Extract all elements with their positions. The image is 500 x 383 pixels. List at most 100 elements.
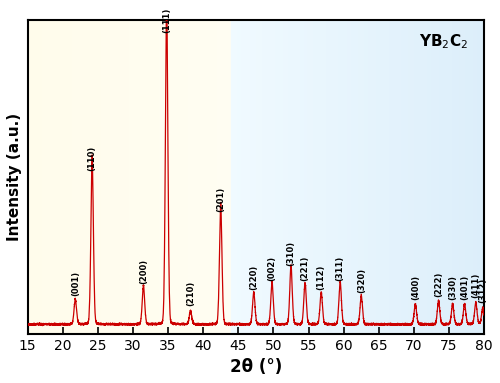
Bar — [315, 0, 316, 342]
Bar — [393, 0, 394, 342]
Bar — [408, 0, 409, 342]
Bar — [468, 0, 469, 342]
Bar — [248, 0, 249, 342]
Bar — [176, 0, 177, 342]
Bar — [287, 0, 288, 342]
Bar — [389, 0, 390, 342]
Bar — [204, 0, 205, 342]
Bar — [105, 0, 106, 342]
Bar — [72, 0, 73, 342]
Bar — [401, 0, 402, 342]
Text: (320): (320) — [357, 267, 366, 293]
Bar — [260, 0, 261, 342]
Bar — [209, 0, 210, 342]
Bar — [156, 0, 157, 342]
Bar — [114, 0, 115, 342]
Bar — [112, 0, 113, 342]
Bar — [291, 0, 292, 342]
Bar — [286, 0, 287, 342]
Bar — [33, 0, 34, 342]
Bar — [213, 0, 214, 342]
Bar — [142, 0, 143, 342]
Bar — [476, 0, 478, 342]
Bar — [272, 0, 274, 342]
Bar — [277, 0, 278, 342]
Bar — [338, 0, 339, 342]
Bar — [190, 0, 191, 342]
Text: (310): (310) — [286, 241, 296, 266]
Bar — [169, 0, 170, 342]
Bar — [428, 0, 430, 342]
Bar — [101, 0, 102, 342]
Bar — [208, 0, 209, 342]
Bar — [226, 0, 227, 342]
Bar — [66, 0, 67, 342]
Bar — [471, 0, 472, 342]
Bar — [459, 0, 460, 342]
Bar — [330, 0, 331, 342]
Bar — [56, 0, 58, 342]
Bar — [426, 0, 427, 342]
Bar — [316, 0, 318, 342]
Bar — [141, 0, 142, 342]
Bar — [306, 0, 307, 342]
Bar — [116, 0, 117, 342]
Bar — [74, 0, 75, 342]
Bar — [475, 0, 476, 342]
Bar — [133, 0, 134, 342]
Bar — [43, 0, 44, 342]
Bar — [228, 0, 229, 342]
Bar — [345, 0, 346, 342]
Bar — [202, 0, 203, 342]
Bar — [52, 0, 54, 342]
Bar — [377, 0, 378, 342]
Bar — [219, 0, 220, 342]
Bar — [40, 0, 41, 342]
Bar — [254, 0, 255, 342]
Bar — [178, 0, 179, 342]
Bar — [102, 0, 103, 342]
Bar — [421, 0, 422, 342]
Bar — [171, 0, 172, 342]
Bar — [298, 0, 300, 342]
Y-axis label: Intensity (a.u.): Intensity (a.u.) — [7, 113, 22, 241]
Bar — [109, 0, 110, 342]
Bar — [45, 0, 46, 342]
Bar — [280, 0, 281, 342]
Bar — [172, 0, 173, 342]
Bar — [368, 0, 370, 342]
Bar — [96, 0, 97, 342]
Bar — [392, 0, 393, 342]
Bar — [225, 0, 226, 342]
Bar — [354, 0, 355, 342]
Bar — [233, 0, 234, 342]
Text: (311): (311) — [336, 255, 344, 281]
Bar — [36, 0, 37, 342]
Bar — [259, 0, 260, 342]
Bar — [454, 0, 456, 342]
Bar — [210, 0, 211, 342]
Bar — [347, 0, 348, 342]
Bar — [328, 0, 329, 342]
Bar — [216, 0, 217, 342]
Bar — [183, 0, 184, 342]
Bar — [153, 0, 154, 342]
Bar — [86, 0, 88, 342]
Bar — [65, 0, 66, 342]
Bar — [126, 0, 128, 342]
Bar — [217, 0, 218, 342]
Bar — [73, 0, 74, 342]
Bar — [452, 0, 453, 342]
Bar — [340, 0, 341, 342]
Bar — [416, 0, 417, 342]
Bar — [332, 0, 334, 342]
Bar — [339, 0, 340, 342]
Bar — [143, 0, 144, 342]
Bar — [364, 0, 366, 342]
Bar — [357, 0, 358, 342]
Bar — [425, 0, 426, 342]
Bar — [46, 0, 47, 342]
Bar — [320, 0, 322, 342]
Bar — [362, 0, 363, 342]
Bar — [264, 0, 265, 342]
